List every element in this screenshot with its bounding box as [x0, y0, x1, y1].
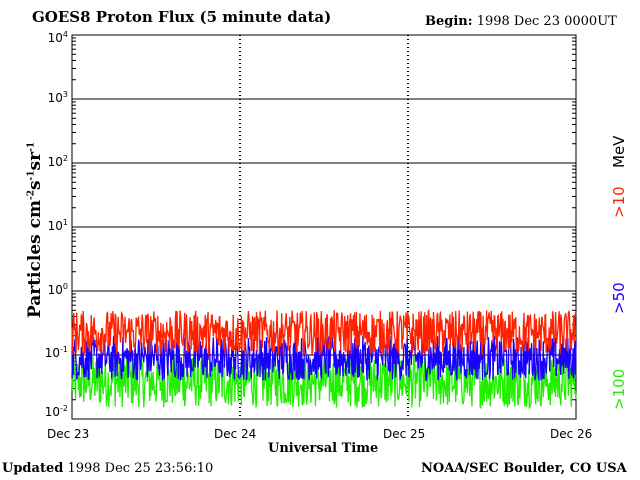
x-tick-label: Dec 23	[47, 427, 90, 441]
updated-timestamp: Updated 1998 Dec 25 23:56:10	[2, 461, 213, 476]
y-tick-label: 102	[47, 154, 68, 169]
x-tick-label: Dec 26	[550, 427, 593, 441]
y-tick-label: 103	[47, 90, 68, 105]
credit-text: NOAA/SEC Boulder, CO USA	[421, 461, 627, 476]
y-tick-label: 10-1	[44, 345, 68, 360]
legend-series-100: >100	[610, 368, 628, 410]
x-tick-label: Dec 24	[214, 427, 257, 441]
legend-series-50: >50	[610, 282, 628, 314]
y-tick-label: 100	[47, 282, 68, 297]
y-axis-label: Particles cm-2s-1sr-1	[25, 141, 45, 319]
series-line-gt100	[71, 355, 577, 410]
begin-value: 1998 Dec 23 0000UT	[476, 14, 617, 29]
begin-time: Begin: 1998 Dec 23 0000UT	[425, 14, 617, 29]
chart-title: GOES8 Proton Flux (5 minute data)	[32, 8, 332, 26]
y-tick-label: 101	[47, 218, 68, 233]
legend-series-10: >10	[610, 186, 628, 218]
updated-value: 1998 Dec 25 23:56:10	[67, 461, 214, 476]
series-line-gt10	[71, 308, 577, 357]
y-tick-label: 104	[47, 30, 68, 45]
x-tick-label: Dec 25	[383, 427, 426, 441]
updated-label: Updated	[2, 461, 64, 476]
legend-unit: MeV	[610, 135, 628, 168]
x-axis-label: Universal Time	[268, 441, 379, 456]
y-tick-label: 10-2	[44, 404, 68, 419]
begin-label: Begin:	[425, 14, 473, 29]
